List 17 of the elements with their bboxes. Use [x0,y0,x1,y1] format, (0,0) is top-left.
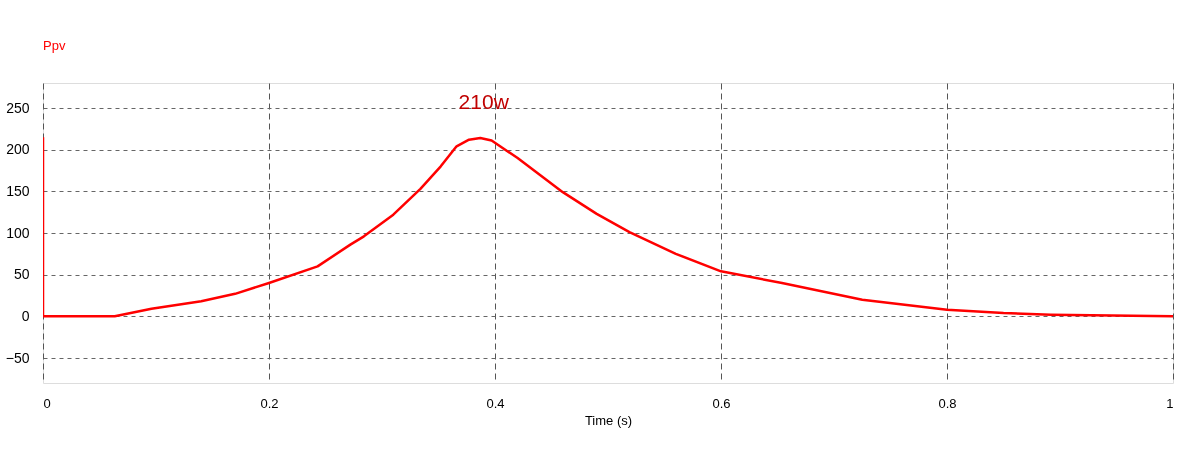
x-tick-label: 1 [1166,395,1174,411]
x-tick-label: 0.4 [486,395,505,411]
annotation: 210w [458,90,510,113]
x-tick-label: 0.2 [260,395,279,411]
x-axis-title: Time (s) [584,412,633,428]
y-tick-label: 0 [21,307,30,324]
y-tick-label: 50 [13,266,30,283]
x-tick-label: 0.8 [938,395,957,411]
text: Ppv [43,38,66,53]
y-tick-label: 100 [6,224,30,241]
x-tick-label: 0 [43,395,51,411]
x-tick-label: 0.6 [712,395,731,411]
line-series [43,135,1173,318]
y-tick-label: 250 [6,99,30,116]
y-tick-label: 200 [6,141,30,158]
y-tick-label: 150 [6,182,30,199]
y-tick-label: −50 [5,349,30,366]
